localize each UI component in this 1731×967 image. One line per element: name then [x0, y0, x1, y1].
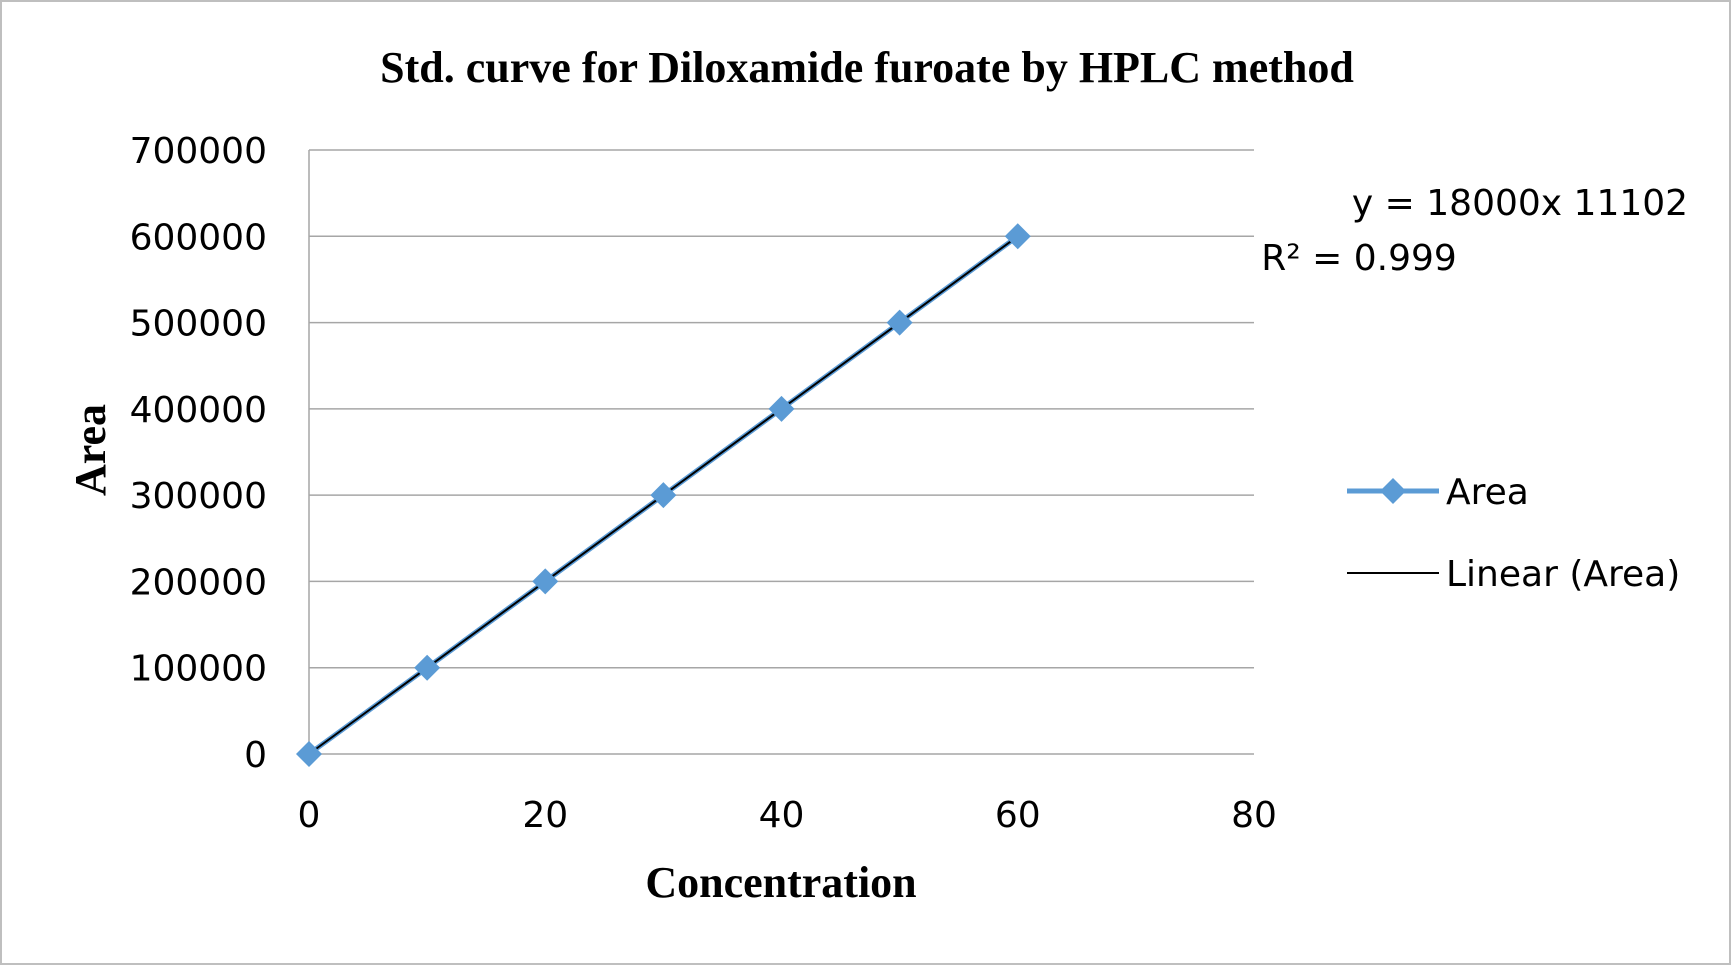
x-axis-title: Concentration [645, 858, 916, 907]
gridlines [309, 149, 1254, 755]
x-tick-label: 40 [759, 795, 805, 836]
data-point [296, 741, 322, 767]
x-tick-label: 0 [298, 795, 321, 836]
legend-label-area: Area [1446, 472, 1529, 513]
data-point [1004, 223, 1031, 250]
y-tick-label: 700000 [130, 131, 267, 172]
trendline-equation: y = 18000x 11102 [1352, 183, 1688, 224]
y-axis-title: Area [66, 404, 115, 496]
y-tick-label: 100000 [130, 649, 267, 690]
data-point [768, 395, 795, 422]
y-tick-label: 500000 [130, 304, 267, 345]
trendline-r-squared: R² = 0.999 [1261, 238, 1457, 279]
x-tick-label: 60 [995, 795, 1041, 836]
data-point [886, 309, 913, 336]
y-tick-label: 600000 [130, 217, 267, 258]
legend-label-linear: Linear (Area) [1446, 554, 1680, 595]
legend: Area Linear (Area) [1347, 472, 1680, 595]
y-tick-label: 0 [244, 735, 267, 776]
legend-series-marker [1380, 478, 1406, 504]
data-points [296, 223, 1031, 767]
y-tick-label: 200000 [130, 562, 267, 603]
x-tick-labels: 0 20 40 60 80 [298, 795, 1277, 836]
data-point [650, 482, 677, 509]
y-tick-label: 300000 [130, 476, 267, 517]
data-point [414, 654, 441, 681]
x-tick-label: 80 [1231, 795, 1277, 836]
data-point [532, 568, 559, 595]
x-tick-label: 20 [522, 795, 568, 836]
chart-title: Std. curve for Diloxamide furoate by HPL… [380, 43, 1354, 92]
y-tick-label: 400000 [130, 390, 267, 431]
y-tick-labels: 0 100000 200000 300000 400000 500000 600000 700… [130, 131, 267, 776]
